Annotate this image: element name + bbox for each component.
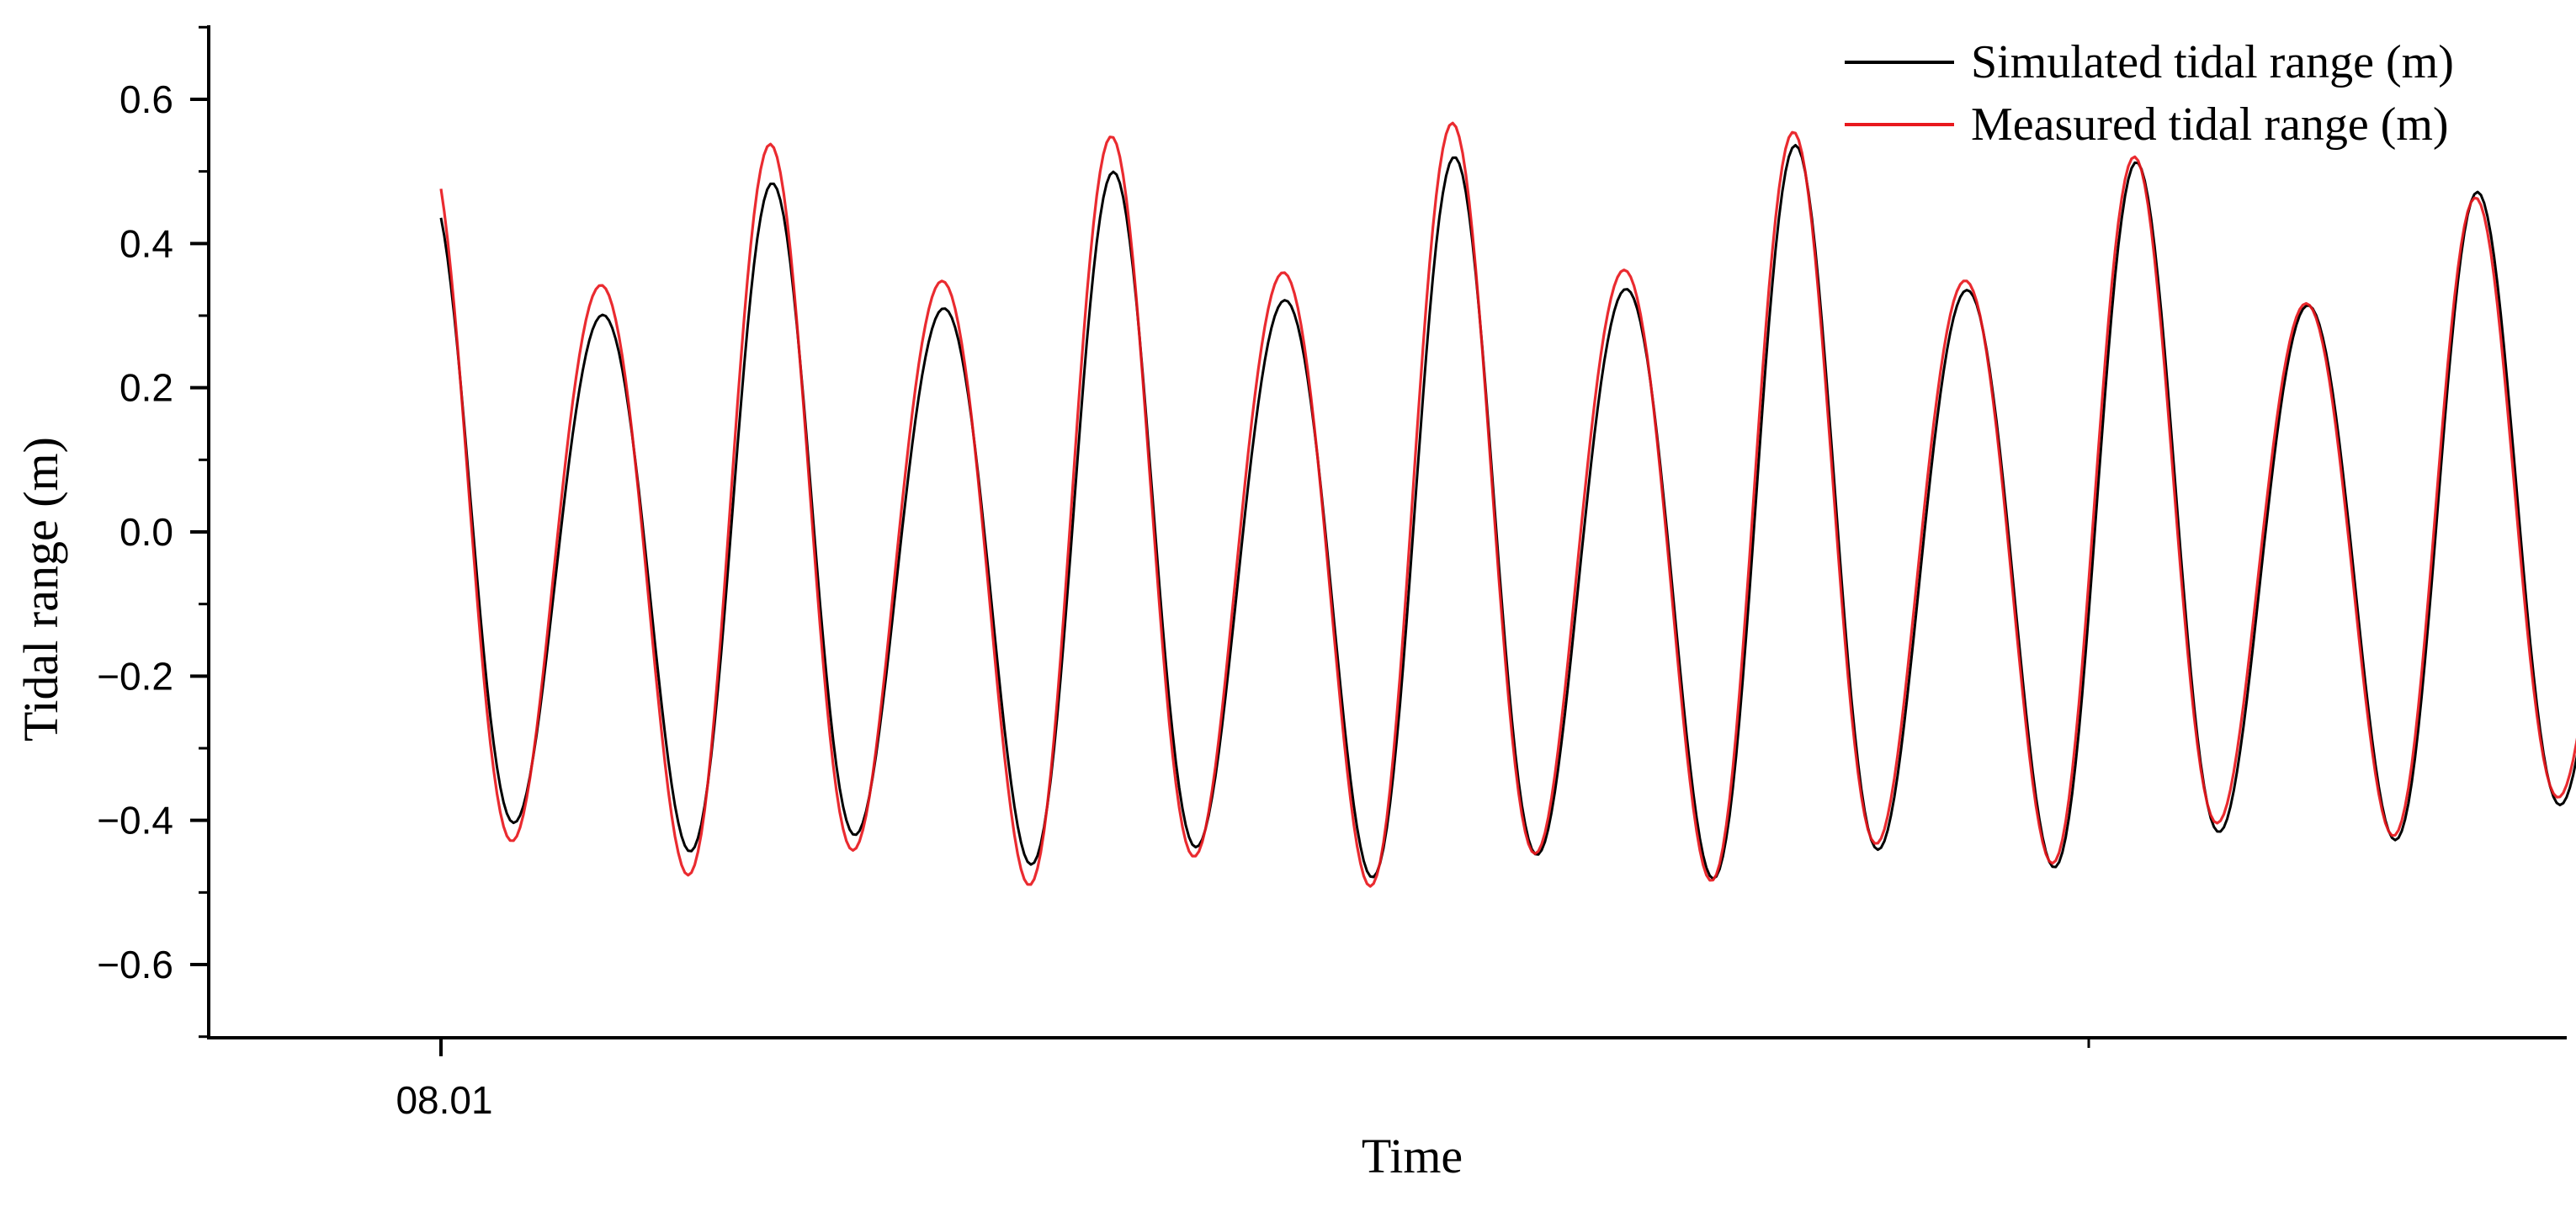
axes: −0.6−0.4−0.20.00.20.40.608.0108.1108.210… [97, 25, 2567, 1122]
series-line-simulated [439, 144, 2576, 880]
y-tick-label: 0.0 [120, 510, 173, 554]
legend: Simulated tidal range (m) Measured tidal … [1845, 36, 2454, 151]
y-tick-label: −0.4 [97, 799, 173, 843]
y-tick-label: −0.2 [97, 654, 173, 698]
y-tick-label: 0.6 [120, 77, 173, 121]
plot-lines [439, 121, 2576, 888]
series-line-measured [439, 121, 2576, 888]
x-axis-title: Time [1362, 1129, 1463, 1183]
y-tick-label: −0.6 [97, 943, 173, 986]
legend-label-simulated: Simulated tidal range (m) [1971, 36, 2454, 88]
legend-label-measured: Measured tidal range (m) [1971, 98, 2449, 151]
y-tick-label: 0.2 [120, 366, 173, 410]
y-tick-label: 0.4 [120, 221, 173, 265]
x-tick-label: 08.01 [396, 1078, 492, 1122]
y-axis-title: Tidal range (m) [13, 437, 68, 742]
